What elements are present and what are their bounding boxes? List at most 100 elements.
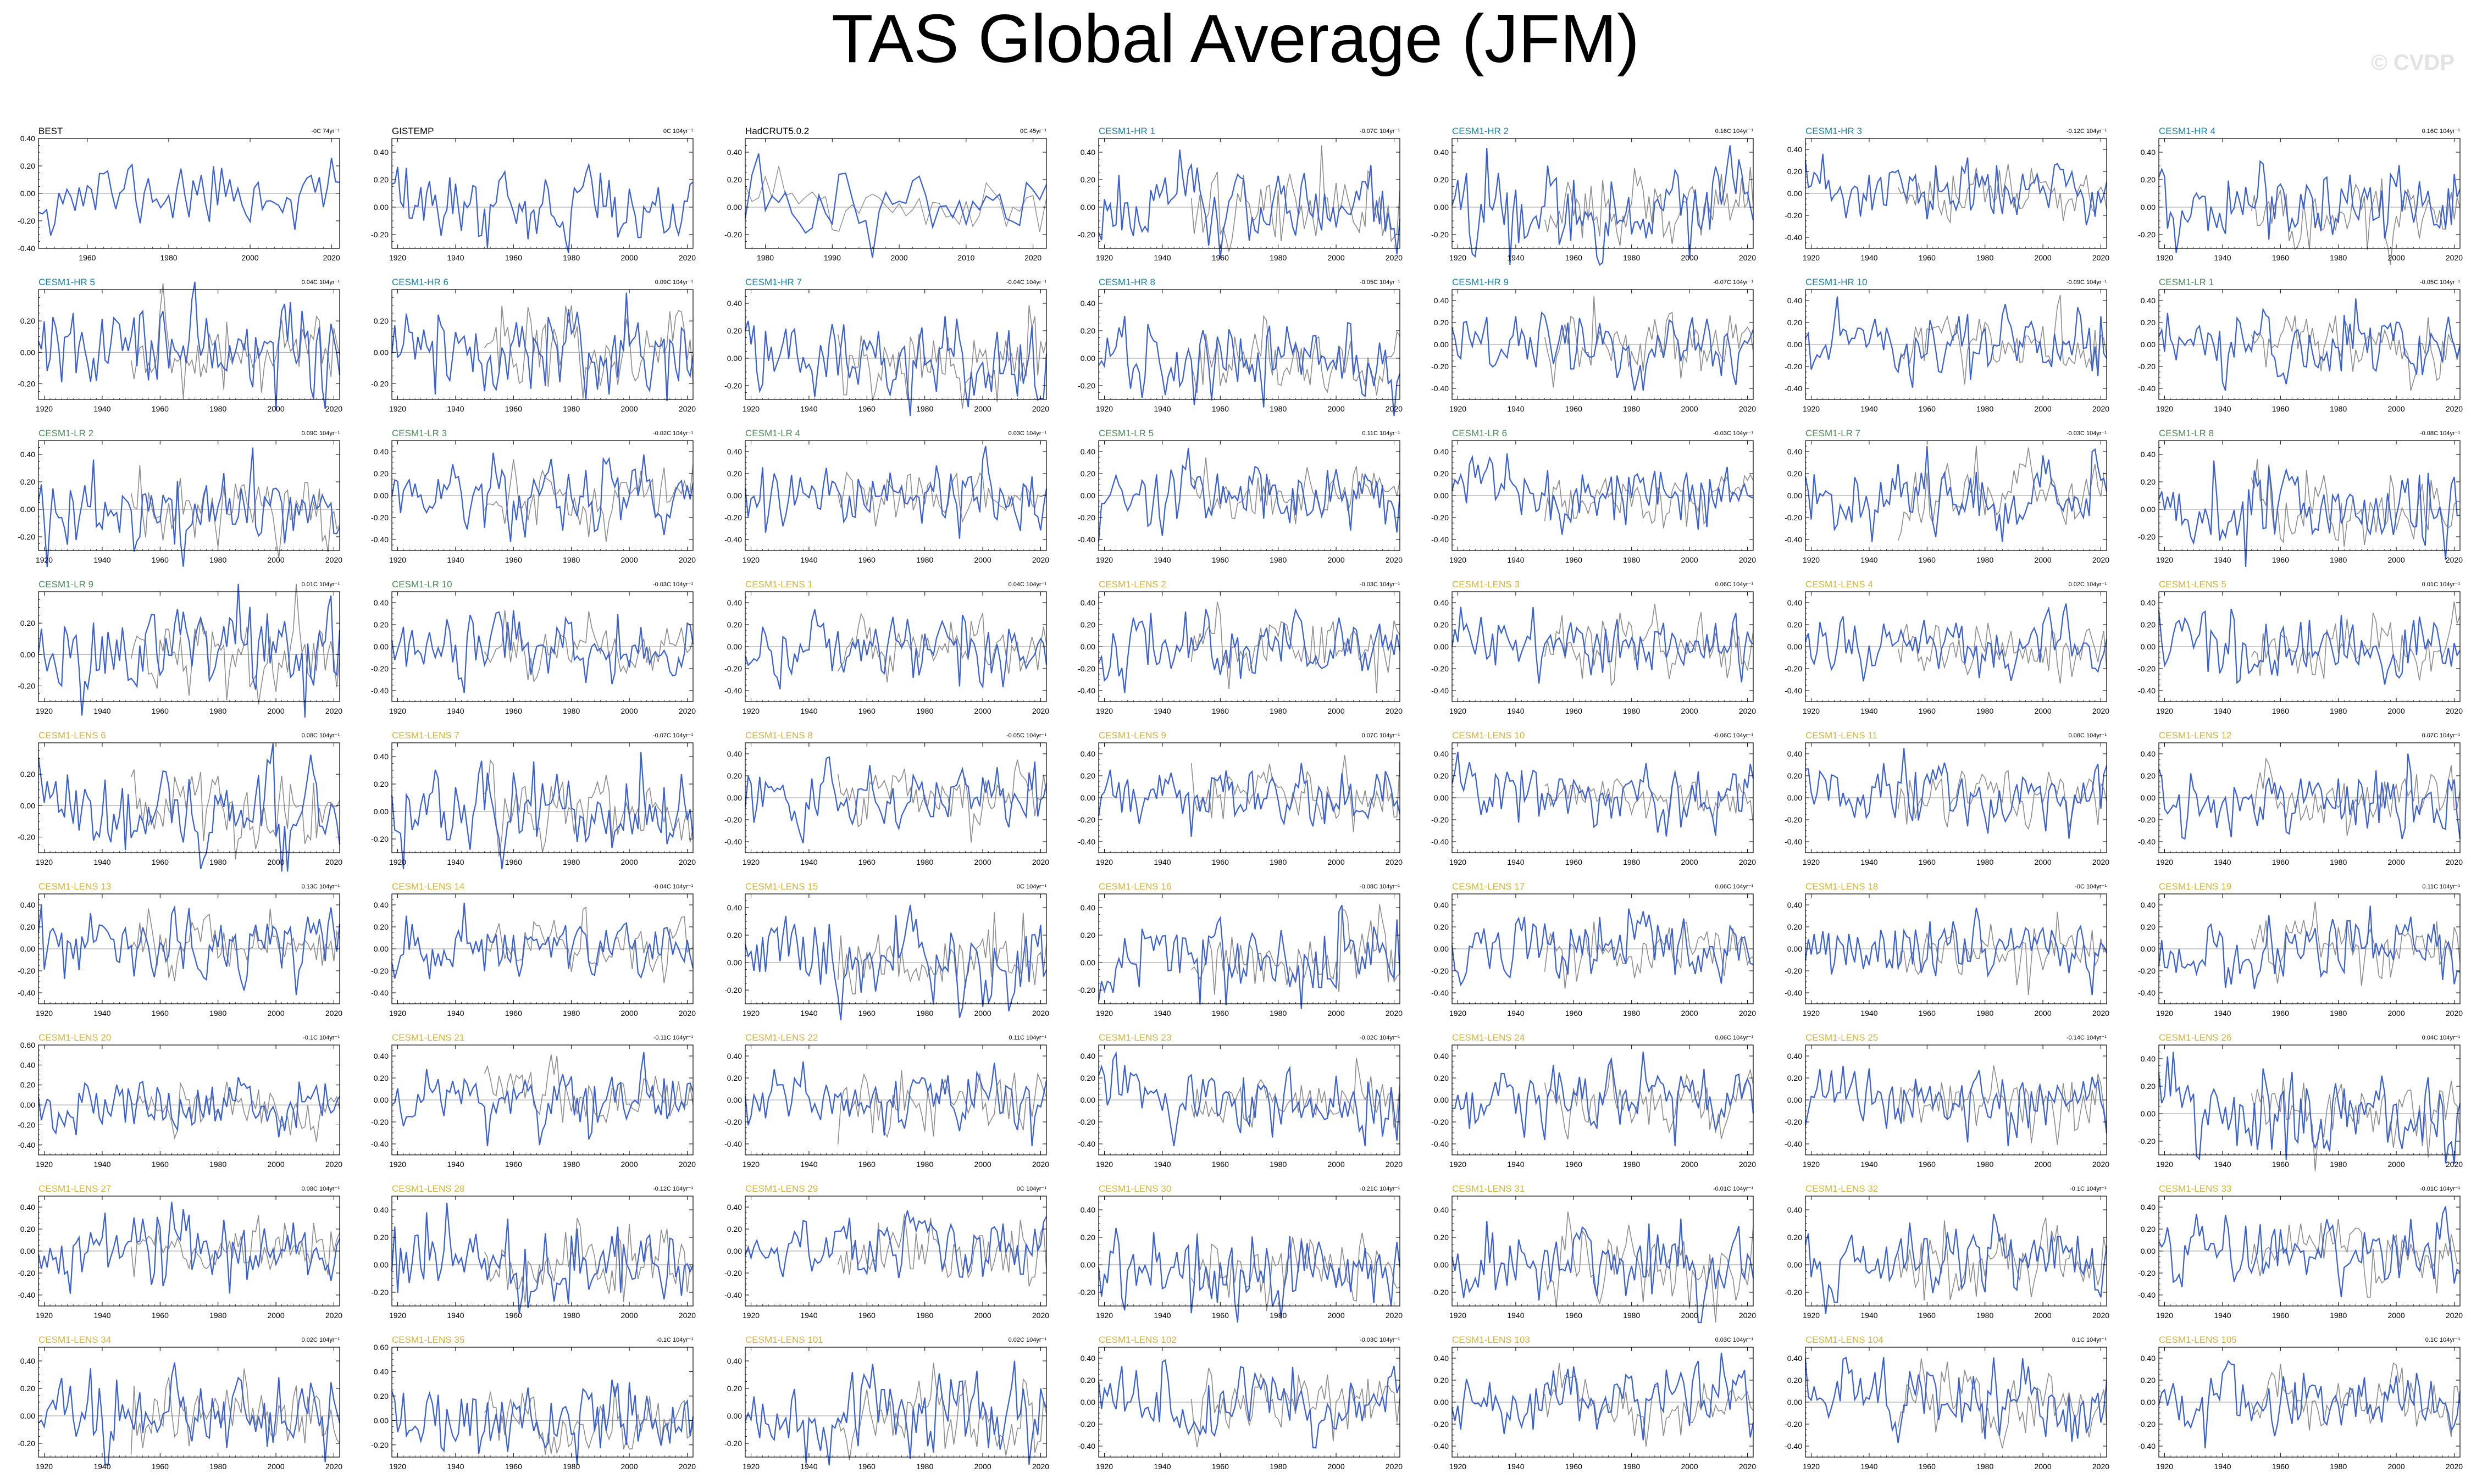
x-tick-label: 2020 bbox=[2446, 858, 2463, 866]
x-tick-label: 1920 bbox=[2156, 404, 2173, 413]
x-tick-label: 2000 bbox=[2034, 253, 2051, 262]
x-tick-label: 1940 bbox=[1860, 707, 1877, 715]
y-tick-label: 0.00 bbox=[1081, 491, 1095, 500]
panel-title: CESM1-LENS 18 bbox=[1805, 881, 1878, 892]
x-tick-label: 1980 bbox=[209, 555, 226, 564]
panel-title: CESM1-LENS 21 bbox=[392, 1032, 464, 1043]
x-tick-label: 2000 bbox=[974, 707, 991, 715]
obs-series-line bbox=[1544, 603, 1754, 687]
x-tick-label: 1920 bbox=[1096, 404, 1113, 413]
panel-title: CESM1-LENS 14 bbox=[392, 881, 464, 892]
y-tick-label: 0.20 bbox=[1787, 469, 1802, 478]
y-tick-label: 0.00 bbox=[2141, 505, 2156, 514]
chart-panel: CESM1-LENS 7 -0.07C 104yr⁻¹ -0.20 0.00 0.20 0… bbox=[371, 730, 696, 870]
y-tick-label: -0.20 bbox=[2138, 362, 2156, 371]
model-series-line bbox=[391, 903, 694, 980]
x-tick-label: 1920 bbox=[2156, 555, 2173, 564]
y-tick-label: -0.20 bbox=[1078, 230, 1095, 239]
plot-frame bbox=[391, 742, 694, 853]
x-tick-label: 1990 bbox=[824, 253, 841, 262]
x-tick-label: 2020 bbox=[679, 1009, 696, 1018]
x-tick-label: 1960 bbox=[1212, 1160, 1229, 1169]
y-tick-label: -0.40 bbox=[1785, 686, 1802, 695]
x-tick-label: 1960 bbox=[152, 1009, 169, 1018]
x-tick-label: 1940 bbox=[2214, 1009, 2231, 1018]
x-tick-label: 2000 bbox=[242, 253, 259, 262]
x-tick-label: 2020 bbox=[2092, 253, 2109, 262]
x-tick-label: 2020 bbox=[2092, 555, 2109, 564]
plot-frame bbox=[2158, 138, 2461, 249]
chart-panel: GISTEMP 0C 104yr⁻¹ -0.20 0.00 0.20 0.40 1920 19… bbox=[371, 126, 696, 262]
x-tick-label: 1980 bbox=[916, 404, 933, 413]
x-tick-label: 1940 bbox=[1507, 404, 1524, 413]
obs-series-line bbox=[1190, 1057, 1400, 1129]
panel-title: CESM1-LENS 13 bbox=[38, 881, 111, 892]
y-tick-label: -0.20 bbox=[18, 1120, 35, 1129]
x-tick-label: 1940 bbox=[1860, 555, 1877, 564]
trend-label: 0.09C 104yr⁻¹ bbox=[655, 279, 694, 286]
trend-label: -0.05C 104yr⁻¹ bbox=[2420, 279, 2460, 286]
y-tick-label: 0.40 bbox=[1787, 598, 1802, 607]
panel-title: CESM1-HR 8 bbox=[1099, 277, 1155, 287]
trend-label: -0.07C 104yr⁻¹ bbox=[1360, 128, 1400, 135]
y-tick-label: -0.20 bbox=[371, 230, 389, 239]
y-tick-label: 0.00 bbox=[1434, 642, 1449, 651]
x-tick-label: 1980 bbox=[209, 858, 226, 866]
x-tick-label: 1920 bbox=[36, 1009, 53, 1018]
model-series-line bbox=[1805, 748, 2108, 839]
model-series-line bbox=[2158, 905, 2461, 990]
y-tick-label: 0.40 bbox=[727, 447, 742, 456]
y-tick-label: 0.00 bbox=[1787, 642, 1802, 651]
chart-panel: CESM1-LR 2 0.09C 104yr⁻¹ -0.20 0.00 0.20 0.40… bbox=[18, 428, 342, 568]
y-tick-label: 0.20 bbox=[1081, 620, 1095, 629]
y-tick-label: 0.00 bbox=[1081, 1096, 1095, 1104]
x-tick-label: 1980 bbox=[209, 1009, 226, 1018]
x-tick-label: 2020 bbox=[679, 858, 696, 866]
y-tick-label: -0.40 bbox=[18, 1141, 35, 1149]
x-tick-label: 1980 bbox=[160, 253, 177, 262]
y-tick-label: 0.20 bbox=[1081, 771, 1095, 780]
y-tick-label: 0.20 bbox=[374, 175, 389, 184]
x-tick-label: 1980 bbox=[2330, 253, 2347, 262]
x-tick-label: 1960 bbox=[1212, 404, 1229, 413]
trend-label: 0.11C 104yr⁻¹ bbox=[2422, 883, 2460, 890]
obs-series-line bbox=[2251, 757, 2461, 836]
x-tick-label: 1960 bbox=[505, 858, 522, 866]
x-tick-label: 1940 bbox=[800, 1009, 817, 1018]
model-series-line bbox=[1451, 607, 1754, 684]
model-series-line bbox=[1098, 1051, 1401, 1147]
x-tick-label: 1920 bbox=[1096, 555, 1113, 564]
trend-label: -0.11C 104yr⁻¹ bbox=[653, 1035, 694, 1041]
panel-title: GISTEMP bbox=[392, 126, 434, 136]
y-tick-label: -0.20 bbox=[724, 513, 742, 522]
y-tick-label: -0.40 bbox=[724, 1140, 742, 1148]
x-tick-label: 1920 bbox=[743, 1009, 760, 1018]
trend-label: -0.06C 104yr⁻¹ bbox=[1713, 732, 1753, 739]
y-tick-label: -0.40 bbox=[371, 686, 389, 695]
x-tick-label: 2020 bbox=[1386, 707, 1403, 715]
watermark: © CVDP bbox=[2371, 51, 2455, 75]
x-tick-label: 1980 bbox=[1623, 1009, 1640, 1018]
x-tick-label: 1960 bbox=[858, 1009, 876, 1018]
x-tick-label: 2000 bbox=[620, 1009, 638, 1018]
y-tick-label: 0.20 bbox=[2141, 922, 2156, 931]
panel-title: BEST bbox=[38, 126, 63, 136]
x-tick-label: 1960 bbox=[505, 253, 522, 262]
model-series-line bbox=[1451, 908, 1754, 987]
x-tick-label: 2020 bbox=[1739, 404, 1756, 413]
trend-label: -0.07C 104yr⁻¹ bbox=[653, 732, 693, 739]
x-tick-label: 1940 bbox=[1154, 404, 1171, 413]
y-tick-label: 0.40 bbox=[2141, 901, 2156, 909]
trend-label: 0.11C 104yr⁻¹ bbox=[1009, 1035, 1046, 1041]
x-tick-label: 2020 bbox=[325, 858, 342, 866]
trend-label: -0.04C 104yr⁻¹ bbox=[1006, 279, 1046, 286]
x-tick-label: 2000 bbox=[267, 404, 284, 413]
y-tick-label: 0.00 bbox=[1081, 203, 1095, 212]
trend-label: 0C 104yr⁻¹ bbox=[1017, 883, 1046, 890]
y-tick-label: 0.00 bbox=[20, 801, 35, 810]
chart-panel: CESM1-LR 5 0.11C 104yr⁻¹ -0.40 -0.20 0.00 0.2… bbox=[1078, 428, 1403, 564]
x-tick-label: 2000 bbox=[2387, 1009, 2404, 1018]
y-tick-label: 0.40 bbox=[1787, 447, 1802, 456]
x-tick-label: 1920 bbox=[389, 555, 406, 564]
panel-title: CESM1-LR 6 bbox=[1452, 428, 1507, 438]
